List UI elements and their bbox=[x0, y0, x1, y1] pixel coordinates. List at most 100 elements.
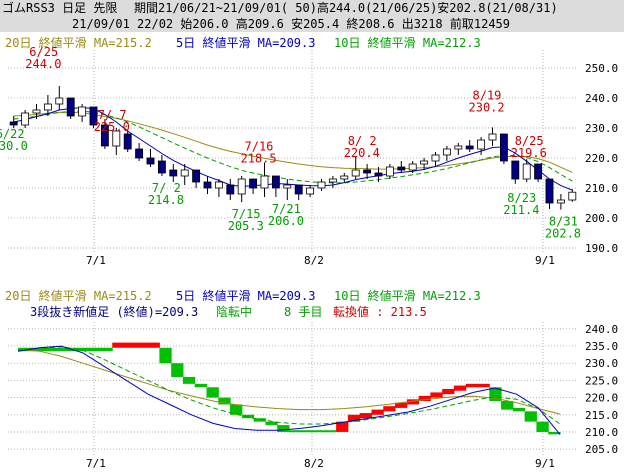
renko-brick bbox=[359, 413, 372, 419]
low-date-label: 8/23 bbox=[507, 191, 536, 205]
bottom-ytick: 235.0 bbox=[585, 340, 618, 353]
candlesticks bbox=[9, 86, 577, 210]
candle-body bbox=[545, 178, 554, 204]
renko-state: 陰転中 bbox=[216, 304, 252, 319]
low-value-label: 206.0 bbox=[268, 214, 304, 228]
top-ytick: 250.0 bbox=[585, 62, 618, 75]
candle-body bbox=[169, 169, 178, 177]
low-value-label: 202.8 bbox=[545, 227, 581, 241]
candle-body bbox=[226, 184, 235, 195]
top-xtick: 7/1 bbox=[86, 254, 106, 267]
latest-ohlc: 21/09/01 22/02 始206.0 高209.6 安205.4 終208… bbox=[72, 17, 511, 31]
top-ytick: 200.0 bbox=[585, 212, 618, 225]
symbol-label: ゴムRSS3 日足 先限 bbox=[2, 1, 118, 15]
candle-body bbox=[328, 178, 337, 183]
candle-body bbox=[135, 148, 144, 159]
low-date-label: 8/31 bbox=[549, 215, 578, 229]
renko-brick bbox=[182, 376, 196, 384]
bottom-ma5-line bbox=[17, 345, 561, 435]
renko-brick bbox=[418, 395, 431, 402]
candle-body bbox=[442, 148, 451, 156]
candle-body bbox=[123, 133, 132, 150]
renko-brick bbox=[112, 342, 125, 348]
candle-body bbox=[112, 130, 121, 147]
candle-body bbox=[180, 169, 189, 177]
renko-brick bbox=[501, 401, 514, 410]
bottom-moving-averages bbox=[17, 345, 561, 435]
candle-body bbox=[237, 178, 246, 195]
renko-brick bbox=[100, 347, 113, 352]
candle-body bbox=[534, 163, 543, 180]
bottom-ytick: 230.0 bbox=[585, 357, 618, 370]
candle-body bbox=[294, 184, 303, 195]
bottom-y-axis: 240.0 235.0 230.0 225.0 220.0 215.0 210.… bbox=[585, 323, 618, 456]
candle-body bbox=[260, 175, 269, 189]
renko-brick bbox=[430, 392, 443, 398]
bottom-legend-ma5: 5日 終値平滑 MA=209.3 bbox=[176, 288, 315, 303]
top-x-axis: 7/1 8/2 9/1 bbox=[86, 254, 555, 267]
candle-body bbox=[249, 178, 258, 189]
bottom-xtick: 7/1 bbox=[86, 457, 106, 470]
high-value-label: 218.5 bbox=[241, 152, 277, 166]
renko-brick bbox=[135, 342, 149, 348]
header-line-1: ゴムRSS3 日足 先限 期間21/06/21~21/09/01( 50)高24… bbox=[0, 0, 624, 16]
high-value-label: 220.4 bbox=[344, 146, 380, 160]
bottom-xtick: 8/2 bbox=[304, 457, 324, 470]
renko-brick bbox=[206, 387, 219, 398]
candle-body bbox=[203, 181, 212, 189]
period-stats: 期間21/06/21~21/09/01( 50)高244.0(21/06/25)… bbox=[134, 1, 558, 15]
high-date-label: 8/19 bbox=[473, 88, 502, 102]
high-date-label: 7/ 7 bbox=[98, 108, 127, 122]
bottom-ytick: 210.0 bbox=[585, 426, 618, 439]
candle-body bbox=[21, 112, 30, 126]
bottom-x-axis: 7/1 8/2 9/1 bbox=[86, 457, 555, 470]
candle-body bbox=[499, 133, 508, 162]
top-ma10-line bbox=[13, 110, 573, 184]
renko-brick bbox=[159, 347, 172, 364]
renko-brick bbox=[241, 414, 255, 419]
renko-brick bbox=[347, 414, 361, 422]
candle-body bbox=[283, 184, 292, 189]
renko-brick bbox=[300, 430, 314, 433]
renko-brick bbox=[124, 342, 137, 348]
renko-brick bbox=[277, 425, 290, 432]
renko-brick bbox=[536, 421, 549, 432]
renko-brick bbox=[76, 347, 90, 352]
bottom-ytick: 205.0 bbox=[585, 443, 618, 456]
renko-reversal: 転換値 : 213.5 bbox=[333, 304, 427, 319]
top-ytick: 220.0 bbox=[585, 152, 618, 165]
candle-body bbox=[43, 103, 52, 111]
candle-body bbox=[351, 169, 360, 177]
renko-brick bbox=[53, 347, 66, 352]
bottom-ytick: 240.0 bbox=[585, 323, 618, 336]
top-ytick: 230.0 bbox=[585, 122, 618, 135]
bottom-ytick: 225.0 bbox=[585, 374, 618, 387]
candle-body bbox=[522, 163, 531, 180]
renko-brick bbox=[253, 418, 266, 422]
top-xtick: 8/2 bbox=[304, 254, 324, 267]
candle-body bbox=[214, 181, 223, 189]
high-date-label: 7/16 bbox=[245, 140, 274, 154]
high-value-label: 225.0 bbox=[94, 120, 130, 134]
renko-brick bbox=[324, 430, 337, 433]
top-ma5-line bbox=[13, 107, 573, 191]
top-y-axis: 250.0 240.0 230.0 220.0 210.0 200.0 190.… bbox=[585, 62, 618, 255]
high-date-label: 6/25 bbox=[29, 45, 58, 59]
low-date-label: 7/15 bbox=[232, 207, 261, 221]
top-legend-ma5: 5日 終値平滑 MA=209.3 bbox=[176, 35, 315, 50]
candle-body bbox=[454, 145, 463, 150]
renko-brick bbox=[395, 402, 408, 408]
bottom-ma20-line bbox=[17, 349, 561, 415]
candle-body bbox=[32, 109, 41, 114]
renko-brick bbox=[312, 430, 325, 433]
renko-brick bbox=[383, 406, 396, 412]
candle-body bbox=[271, 175, 280, 189]
candle-body bbox=[78, 106, 87, 117]
top-legend-ma20: 20日 終値平滑 MA=215.2 bbox=[5, 35, 152, 50]
top-legend-ma10: 10日 終値平滑 MA=212.3 bbox=[334, 35, 481, 50]
low-date-label: 6/22 bbox=[0, 127, 25, 141]
candle-body bbox=[465, 145, 474, 150]
renko-brick bbox=[29, 347, 43, 352]
bottom-legend-ma10: 10日 終値平滑 MA=212.3 bbox=[334, 288, 481, 303]
bottom-ma10-line bbox=[17, 346, 561, 425]
